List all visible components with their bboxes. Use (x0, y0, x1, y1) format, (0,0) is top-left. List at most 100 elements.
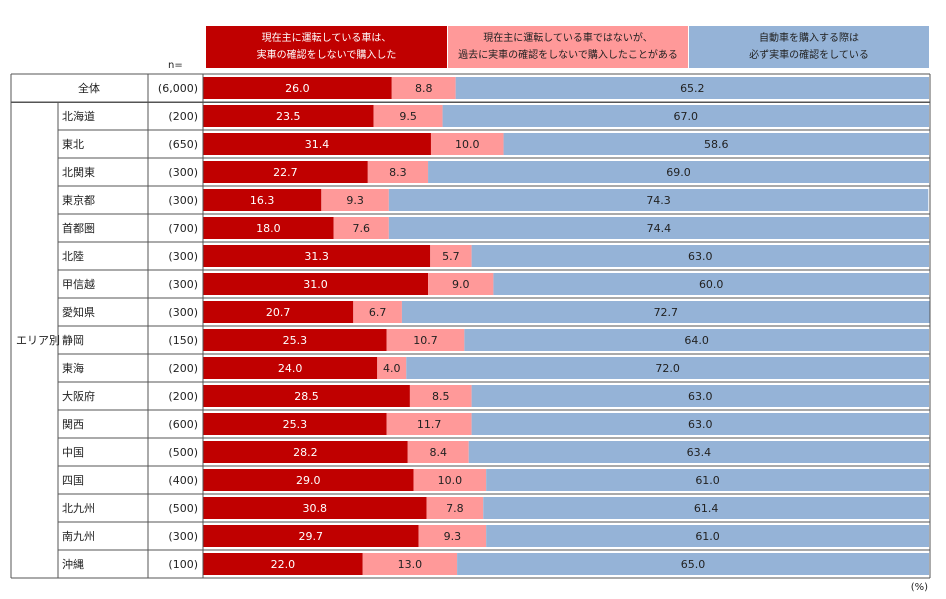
bar-segment (373, 105, 443, 127)
category-label: 沖縄 (62, 557, 84, 571)
data-label: 10.7 (413, 334, 438, 347)
bar-segment (503, 133, 929, 155)
category-label: 東北 (62, 138, 84, 151)
data-label: 63.4 (687, 446, 712, 459)
bar-segment (486, 525, 929, 547)
bar-segment (428, 161, 929, 183)
bar-segment (391, 77, 456, 99)
n-value: (700) (168, 222, 198, 235)
category-label: 南九州 (62, 530, 95, 543)
category-label: 東京都 (62, 193, 95, 207)
data-label: 31.3 (304, 250, 329, 263)
category-label: 北海道 (62, 109, 95, 123)
data-label: 26.0 (285, 82, 310, 95)
data-label: 60.0 (699, 278, 724, 291)
data-label: 5.7 (442, 250, 460, 263)
bar-segment (203, 329, 387, 351)
bar-segment (367, 161, 429, 183)
category-label: 甲信越 (62, 277, 95, 291)
data-label: 61.0 (695, 474, 720, 487)
bar-segment (407, 441, 469, 463)
data-label: 23.5 (276, 110, 301, 123)
n-value: (500) (168, 502, 198, 515)
bar-segment (203, 385, 410, 407)
bar-segment (428, 273, 494, 295)
legend-item-2: 現在主に運転している車ではないが、 過去に実車の確認をしないで購入したことがある (448, 26, 688, 68)
data-label: 29.0 (296, 474, 321, 487)
bar-segment (362, 553, 458, 575)
n-value: (300) (168, 250, 198, 263)
category-label: 北九州 (62, 502, 95, 515)
bar-segment (430, 245, 472, 267)
data-label: 9.0 (452, 278, 470, 291)
category-label: 首都圏 (62, 221, 95, 235)
data-label: 9.5 (399, 110, 417, 123)
bar-segment (493, 273, 929, 295)
bar-segment (406, 357, 929, 379)
n-value: (200) (168, 362, 198, 375)
data-label: 11.7 (417, 418, 442, 431)
n-value: (200) (168, 110, 198, 123)
legend-item-3: 自動車を購入する際は 必ず実車の確認をしている (689, 26, 929, 68)
data-label: 72.0 (655, 362, 680, 375)
bar-segment (468, 441, 929, 463)
n-value: (400) (168, 474, 198, 487)
data-label: 18.0 (256, 222, 281, 235)
bar-segment (321, 189, 389, 211)
data-label: 31.0 (303, 278, 328, 291)
n-value: (6,000) (158, 82, 198, 95)
n-value: (150) (168, 334, 198, 347)
bar-segment (203, 497, 427, 519)
bar-segment (483, 497, 929, 519)
data-label: 65.0 (681, 558, 706, 571)
bar-segment (409, 385, 472, 407)
bar-segment (430, 133, 504, 155)
bar-segment (442, 105, 929, 127)
data-label: 74.3 (646, 194, 671, 207)
data-label: 25.3 (283, 418, 308, 431)
n-value: (100) (168, 558, 198, 571)
n-value: (500) (168, 446, 198, 459)
data-label: 7.8 (446, 502, 464, 515)
n-value: (600) (168, 418, 198, 431)
data-label: 30.8 (303, 502, 328, 515)
bar-segment (203, 217, 334, 239)
bar-segment (203, 161, 368, 183)
data-label: 28.2 (293, 446, 318, 459)
data-label: 63.0 (688, 390, 713, 403)
bar-segment (203, 273, 429, 295)
data-label: 8.8 (415, 82, 433, 95)
data-label: 8.5 (432, 390, 450, 403)
data-label: 24.0 (278, 362, 303, 375)
bar-segment (386, 413, 472, 435)
data-label: 29.7 (299, 530, 324, 543)
data-label: 8.3 (389, 166, 407, 179)
unit-label: (%) (910, 582, 928, 593)
bar-segment (203, 525, 419, 547)
bar-segment (203, 441, 408, 463)
data-label: 6.7 (369, 306, 387, 319)
data-label: 63.0 (688, 250, 713, 263)
category-label: 関西 (62, 418, 84, 431)
data-label: 9.3 (346, 194, 364, 207)
data-label: 22.7 (273, 166, 298, 179)
category-label: 中国 (62, 446, 84, 459)
data-label: 16.3 (250, 194, 275, 207)
bar-segment (203, 105, 374, 127)
n-value: (200) (168, 390, 198, 403)
n-header: n= (168, 60, 183, 71)
bar-segment (388, 217, 930, 239)
bar-segment (471, 413, 929, 435)
data-label: 22.0 (271, 558, 296, 571)
bar-segment (471, 385, 929, 407)
n-value: (650) (168, 138, 198, 151)
bar-segment (333, 217, 389, 239)
data-label: 28.5 (294, 390, 319, 403)
data-label: 7.6 (353, 222, 371, 235)
data-label: 65.2 (680, 82, 705, 95)
category-label: 東海 (62, 361, 84, 375)
data-label: 63.0 (688, 418, 713, 431)
data-label: 4.0 (383, 362, 401, 375)
category-label: 北関東 (62, 166, 95, 179)
